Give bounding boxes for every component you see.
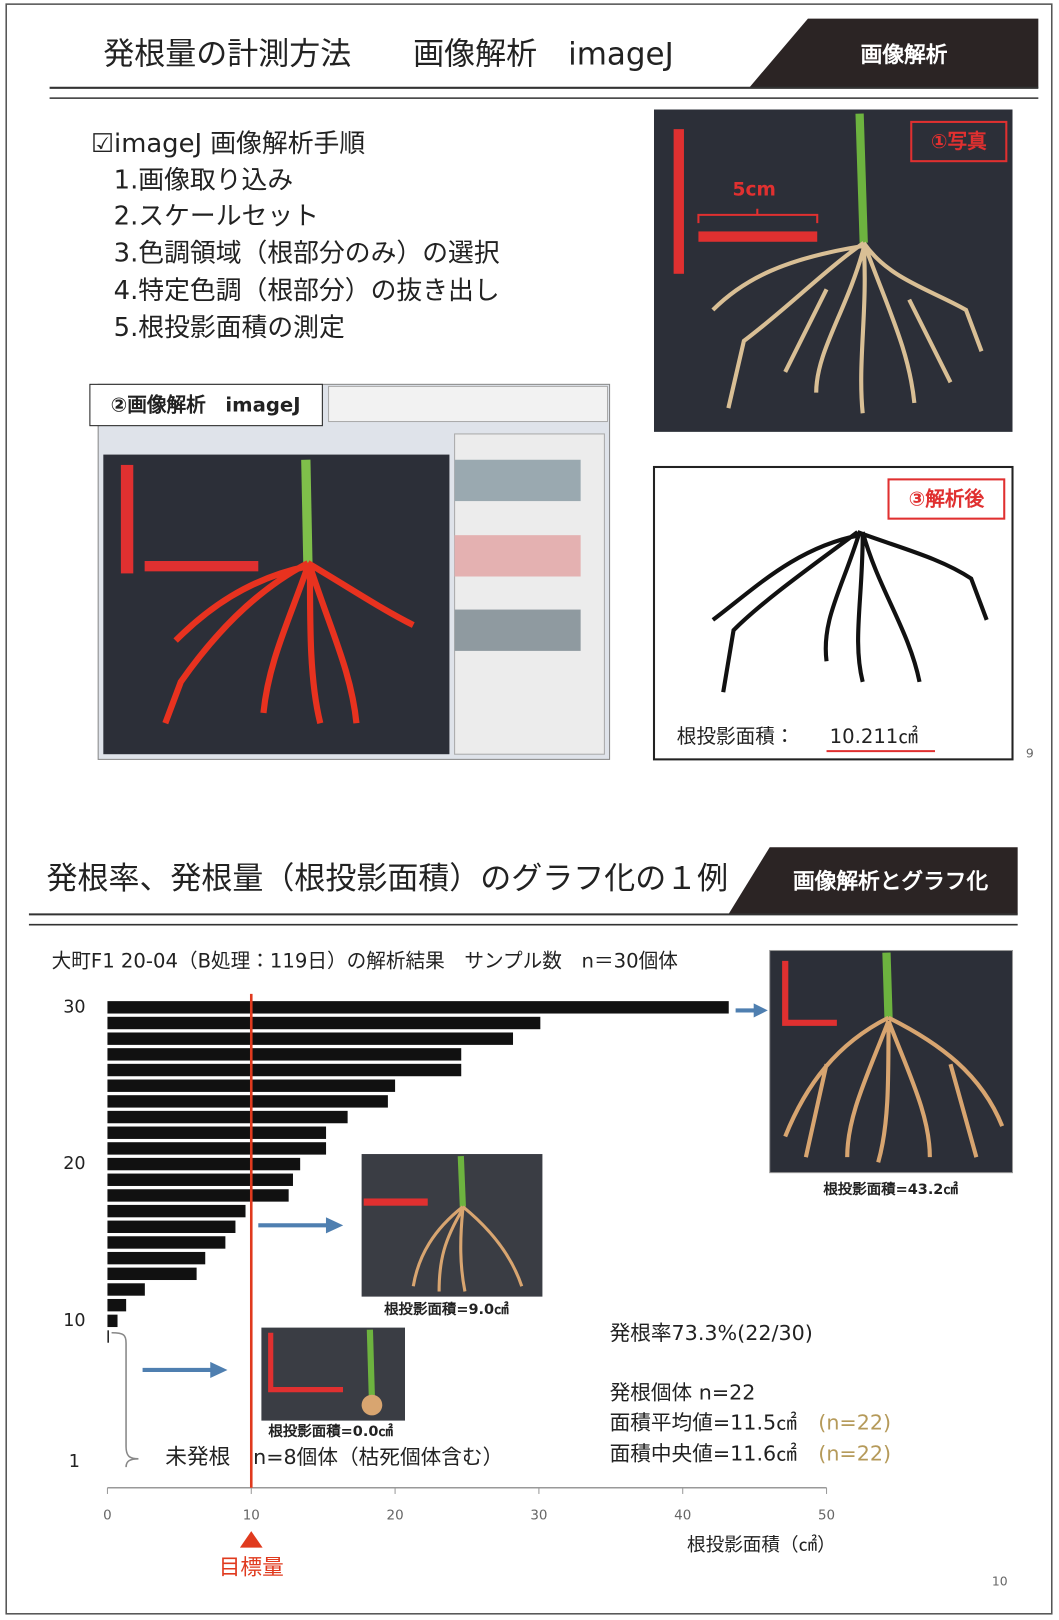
bar [107,1111,347,1123]
arrowhead [211,1363,226,1377]
annotation: 発根率73.3%(22/30) [610,1321,813,1345]
histogram [455,460,581,501]
stem [461,1156,463,1207]
tag-label: 画像解析 [861,42,948,68]
annotation: n=8個体（枯死個体含む） [253,1445,503,1469]
toolbar [329,386,608,421]
bar [107,1158,300,1170]
inset-caption: 根投影面積=43.2㎠ [823,1180,958,1198]
page-number: 9 [1026,746,1034,761]
document: 発根量の計測方法 画像解析 imageJ 画像解析 ☑imageJ 画像解析手順… [0,0,1059,1620]
target-label: 目標量 [219,1555,284,1580]
tag-label: 画像解析とグラフ化 [793,868,989,894]
root-base [362,1395,383,1416]
bar [107,1095,387,1107]
photo-label: ①写真 [931,130,987,153]
bar [107,1142,326,1154]
bar [107,1127,326,1139]
scale-bar [698,231,817,241]
body: 発根量の計測方法 画像解析 imageJ 画像解析 ☑imageJ 画像解析手順… [0,0,1059,1620]
stem [860,114,864,243]
annotation: (n=22) [818,1442,891,1466]
step: 3.色調領域（根部分のみ）の選択 [114,239,500,269]
bar [107,1205,245,1217]
stem [306,460,308,563]
bar [107,1001,728,1013]
x-tick-label: 0 [103,1509,112,1524]
image-pane [103,455,449,755]
photo-bg [654,110,1013,432]
y-tick-label: 30 [63,997,85,1017]
screenshot-label: ②画像解析 imageJ [111,394,301,417]
bar [107,1330,108,1342]
image-label: ③解析後 [909,488,985,511]
inset-photo: 根投影面積=43.2㎠ [770,951,1013,1199]
step: 4.特定色調（根部分）の抜き出し [114,276,500,306]
bar [107,1017,540,1029]
bar [107,1315,117,1327]
x-tick-label: 50 [818,1509,835,1524]
scale-bar [364,1198,428,1205]
inset-photo: 根投影面積=9.0㎠ [362,1154,543,1318]
step: 5.根投影面積の測定 [114,313,345,343]
page: 発根量の計測方法 html, body { margin: 0; padding… [0,0,1059,1620]
y-tick-label: 20 [63,1154,85,1174]
arrowhead [754,1004,766,1016]
x-tick-label: 40 [674,1509,691,1524]
bar [107,1064,461,1076]
y-tick-label: 1 [69,1452,80,1472]
photo-bg [362,1154,543,1297]
brace [112,1333,139,1467]
annotation: 発根個体 n=22 [610,1381,756,1405]
annotation: 面積中央値=11.6㎠ [610,1442,798,1466]
bar [107,1283,144,1295]
result-caption: 根投影面積： [677,725,795,748]
bar [107,1252,205,1264]
annotation: (n=22) [818,1411,891,1435]
result-value: 10.211㎠ [830,725,919,748]
scale-label: 5cm [733,180,776,201]
bar [107,1268,196,1280]
inset-caption: 根投影面積=0.0㎠ [268,1422,393,1440]
photo: 5cm ①写真 [654,110,1013,432]
annotation: 未発根 [165,1445,230,1470]
histogram [455,610,581,651]
slide-title: 発根量の計測方法 画像解析 imageJ [103,36,673,72]
bar [107,1032,513,1044]
bar [107,1221,235,1233]
x-axis-title: 根投影面積（㎠） [687,1534,836,1556]
x-tick-label: 20 [387,1509,404,1524]
target-marker [240,1531,263,1548]
photo-bg [261,1328,405,1421]
steps-heading: ☑imageJ 画像解析手順 [91,129,365,159]
histogram [455,535,581,576]
scale-bar [121,465,133,573]
stem [370,1330,372,1400]
inset-photo: 根投影面積=0.0㎠ [261,1328,405,1440]
stem [886,953,888,1018]
bar [107,1299,126,1311]
bar [107,1189,288,1201]
scale-bar [674,129,684,274]
imagej-screenshot: ②画像解析 imageJ [90,384,610,759]
chart-subtitle: 大町F1 20-04（B処理：119日）の解析結果 サンプル数 n＝30個体 [52,949,679,972]
inset-caption: 根投影面積=9.0㎠ [384,1300,509,1318]
bar [107,1048,461,1060]
page-number: 10 [992,1573,1008,1588]
x-tick-label: 30 [530,1509,547,1524]
step: 1.画像取り込み [114,165,294,195]
step: 2.スケールセット [114,201,319,231]
x-tick-label: 10 [243,1509,260,1524]
bar [107,1174,293,1186]
slide-title: 発根率、発根量（根投影面積）のグラフ化の１例 [46,861,728,897]
annotation: 面積平均値=11.5㎠ [610,1411,798,1435]
arrowhead [326,1218,341,1232]
y-tick-label: 10 [63,1311,85,1331]
scale-bar [145,561,259,571]
bar [107,1236,225,1248]
analysed-image: ③解析後 根投影面積： 10.211㎠ [654,467,1013,759]
